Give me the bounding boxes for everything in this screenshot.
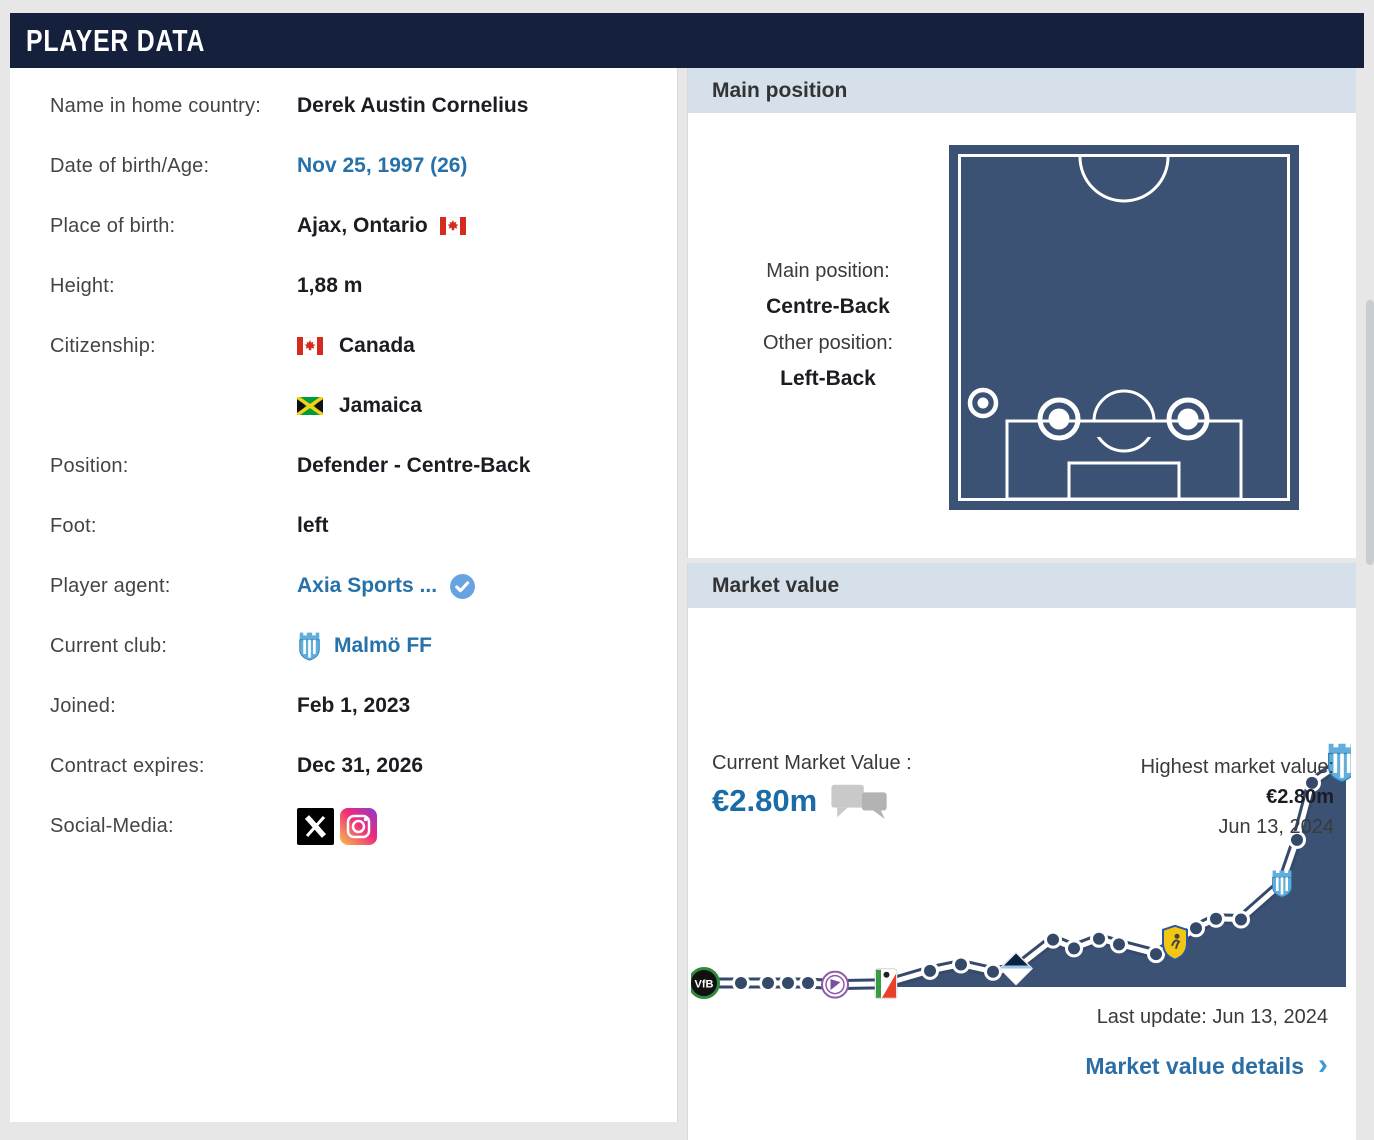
goal-box (1067, 461, 1181, 501)
info-row-position: Position: Defender - Centre-Back (10, 436, 677, 496)
info-row-birthplace: Place of birth: Ajax, Ontario (10, 196, 677, 256)
verified-check-icon (449, 573, 476, 600)
row-label: Player agent: (50, 574, 171, 597)
panetolikos-crest (1162, 924, 1188, 961)
row-label: Position: (50, 454, 129, 477)
birthdate-link[interactable]: Nov 25, 1997 (26) (297, 154, 468, 177)
row-label: Joined: (50, 694, 116, 717)
row-value: 1,88 m (297, 274, 363, 297)
canada-flag-icon (297, 337, 323, 355)
chevron-right-icon: › (1318, 1047, 1328, 1081)
row-value: Ajax, Ontario (297, 214, 428, 237)
page-title: PLAYER DATA (10, 13, 1364, 68)
citizenship-country: Jamaica (339, 394, 422, 417)
row-value: Feb 1, 2023 (297, 694, 411, 717)
market-value-details-link[interactable]: Market value details › (1085, 1047, 1328, 1081)
speech-bubbles-icon[interactable] (831, 781, 889, 821)
main-position-value: Centre-Back (766, 295, 890, 318)
javor-ivanjica-crest (874, 968, 898, 1000)
row-label: Citizenship: (50, 335, 156, 357)
info-row-height: Height: 1,88 m (10, 256, 677, 316)
centre-back-marker (1166, 397, 1210, 441)
info-row-club: Current club: Malmö FF (10, 616, 677, 676)
player-data-panel: Name in home country: Derek Austin Corne… (10, 68, 678, 1122)
info-row-birthdate: Date of birth/Age: Nov 25, 1997 (26) (10, 136, 677, 196)
row-value: Dec 31, 2026 (297, 754, 424, 777)
main-position-section: Main position Main position: Centre-Back… (687, 68, 1356, 558)
row-label: Social-Media: (50, 814, 174, 837)
row-label: Contract expires: (50, 754, 205, 777)
last-update-text: Last update: Jun 13, 2024 (1096, 1006, 1328, 1028)
citizenship-item: Jamaica (297, 376, 422, 436)
vfb-luebeck-crest (691, 967, 720, 999)
info-row-name: Name in home country: Derek Austin Corne… (10, 76, 677, 136)
centre-back-marker (1037, 397, 1081, 441)
info-row-joined: Joined: Feb 1, 2023 (10, 676, 677, 736)
malmo-ff-crest-icon[interactable] (297, 630, 322, 662)
row-value: left (297, 514, 329, 537)
page-title-text: PLAYER DATA (26, 23, 206, 58)
pitch-diagram (949, 145, 1299, 510)
row-label: Foot: (50, 514, 97, 537)
left-back-marker (967, 387, 999, 419)
market-value-header: Market value (688, 563, 1356, 608)
main-position-label: Main position: (766, 260, 890, 282)
citizenship-item: Canada (297, 316, 422, 376)
centre-circle (1078, 157, 1170, 203)
main-position-text: Main position: Centre-Back Other positio… (708, 253, 948, 397)
canada-flag-icon (440, 217, 466, 235)
current-market-value: €2.80m (712, 783, 818, 818)
info-row-foot: Foot: left (10, 496, 677, 556)
highest-market-value: €2.80m (1266, 786, 1334, 808)
citizenship-country: Canada (339, 334, 415, 357)
row-label: Place of birth: (50, 214, 176, 237)
row-label: Name in home country: (50, 94, 261, 117)
highest-market-value-block: Highest market value: €2.80m Jun 13, 202… (1141, 752, 1334, 842)
info-row-social: Social-Media: (10, 796, 677, 856)
current-club-link[interactable]: Malmö FF (334, 634, 432, 657)
highest-market-value-date: Jun 13, 2024 (1218, 816, 1334, 838)
info-row-citizenship: Citizenship: Canada Jamaica (10, 316, 677, 436)
main-position-header: Main position (688, 68, 1356, 113)
instagram-icon[interactable] (340, 808, 377, 845)
current-market-value-block: Current Market Value : €2.80m (712, 752, 912, 821)
row-label: Date of birth/Age: (50, 154, 210, 177)
row-label: Height: (50, 274, 115, 297)
market-value-chart[interactable] (691, 730, 1351, 1000)
current-market-value-label: Current Market Value : (712, 752, 912, 774)
row-value: Defender - Centre-Back (297, 454, 531, 477)
info-row-agent: Player agent: Axia Sports ... (10, 556, 677, 616)
market-value-section: Market value Current Market Value : €2.8… (687, 563, 1356, 1140)
x-icon[interactable] (297, 808, 334, 845)
row-value: Derek Austin Cornelius (297, 94, 529, 117)
highest-market-value-label: Highest market value: (1140, 756, 1334, 778)
malmo-ff-crest-small (1272, 870, 1292, 898)
other-position-label: Other position: (762, 332, 894, 354)
scrollbar-thumb[interactable] (1366, 300, 1374, 565)
vfr-neumuenster-crest (821, 970, 849, 999)
jamaica-flag-icon (297, 397, 323, 415)
info-row-contract: Contract expires: Dec 31, 2026 (10, 736, 677, 796)
row-label: Current club: (50, 634, 168, 657)
player-agent-link[interactable]: Axia Sports ... (297, 574, 438, 597)
right-column: Main position Main position: Centre-Back… (687, 68, 1356, 1140)
other-position-value: Left-Back (780, 367, 876, 390)
